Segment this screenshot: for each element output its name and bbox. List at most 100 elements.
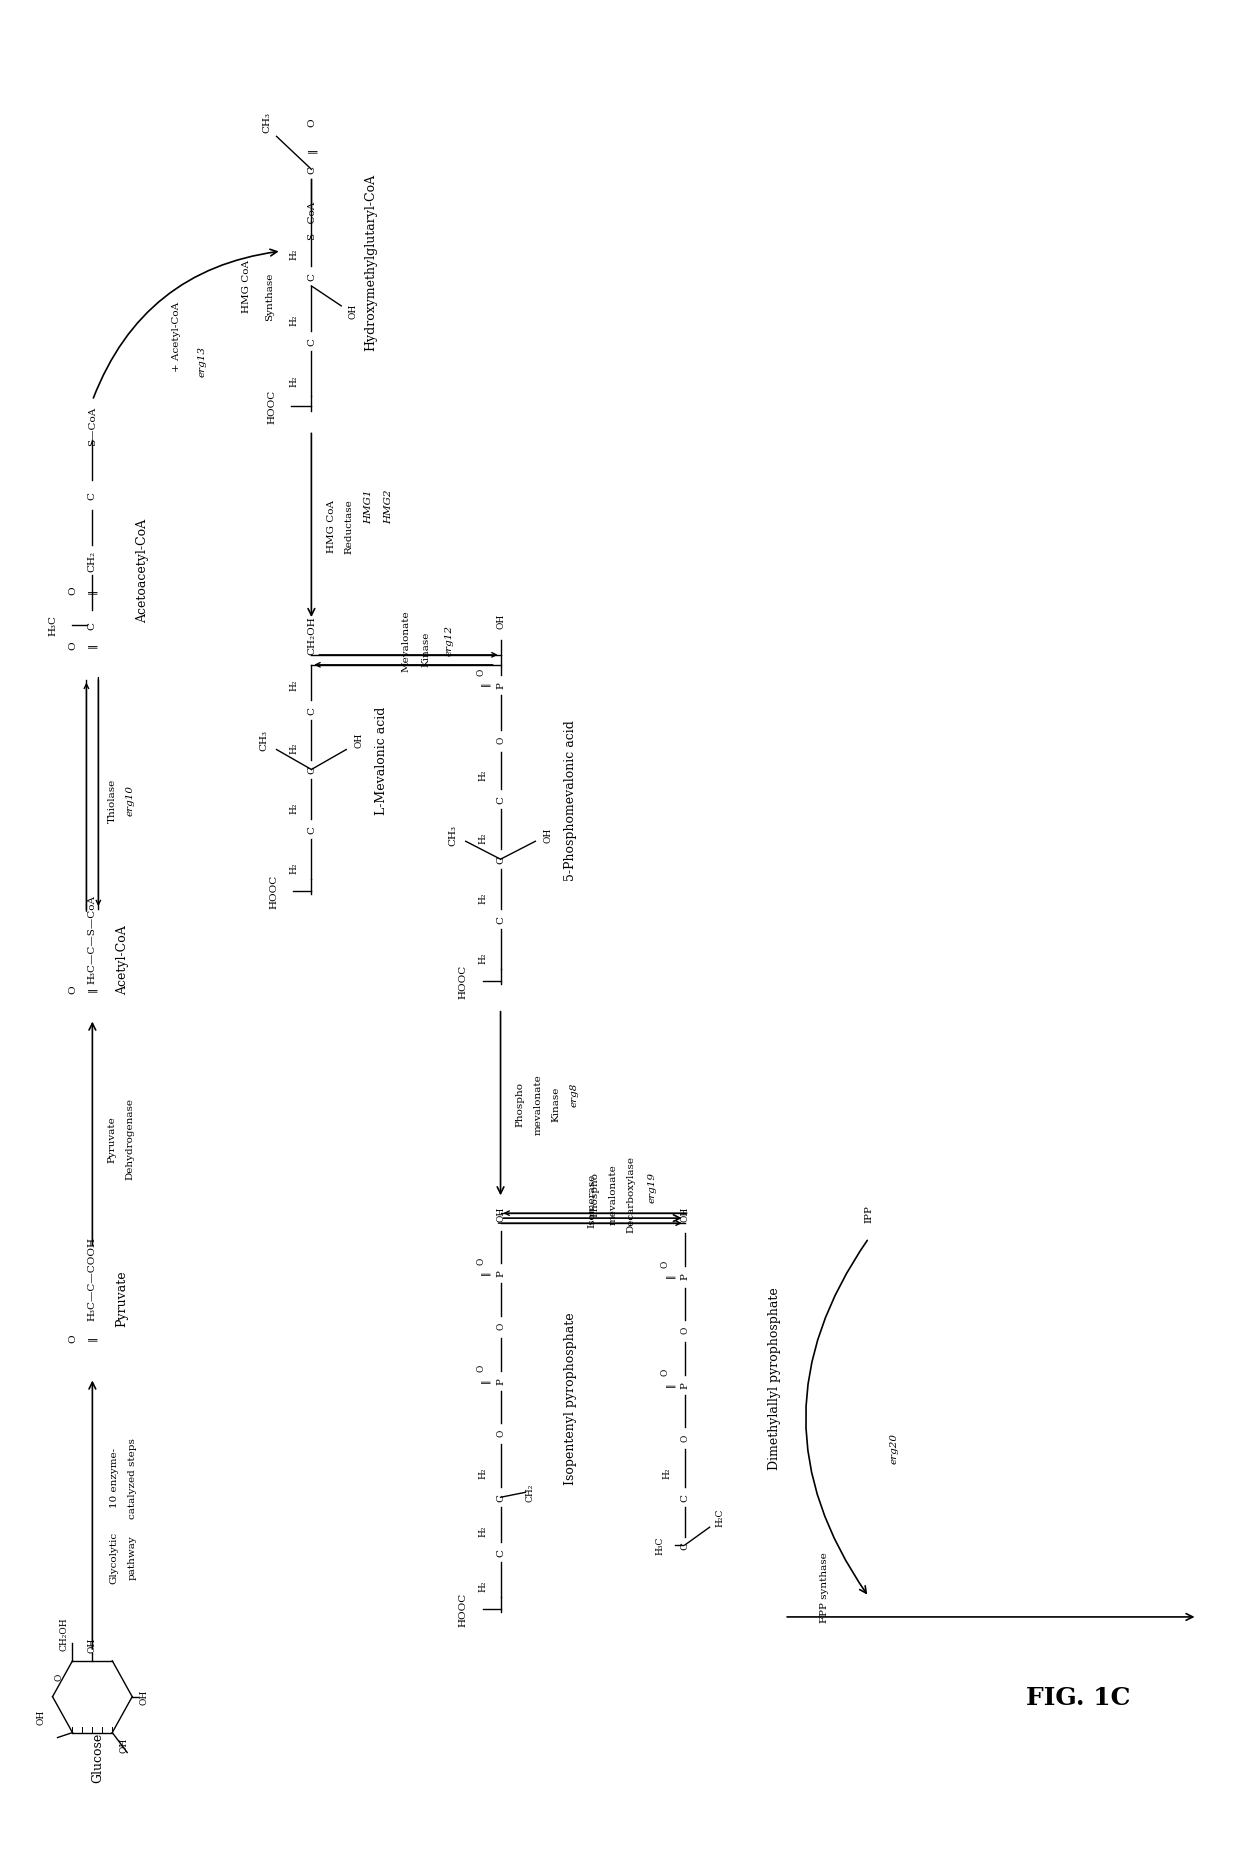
Text: Phospho: Phospho [590, 1171, 600, 1217]
Text: C: C [681, 1542, 689, 1549]
Text: HOOC: HOOC [269, 874, 278, 909]
Text: H₂: H₂ [479, 1525, 487, 1536]
Text: H₂C: H₂C [715, 1508, 724, 1527]
Text: Reductase: Reductase [345, 499, 353, 553]
Text: O: O [660, 1369, 670, 1376]
Text: P: P [496, 1271, 505, 1276]
Text: ‖: ‖ [481, 1271, 490, 1274]
Text: C: C [681, 1493, 689, 1501]
Text: S—CoA: S—CoA [88, 406, 97, 445]
Text: erg8: erg8 [569, 1081, 579, 1106]
Text: FPP synthase: FPP synthase [820, 1553, 828, 1623]
Text: ‖: ‖ [88, 1336, 97, 1341]
Text: OH: OH [681, 1206, 689, 1221]
Text: Kinase: Kinase [552, 1087, 560, 1122]
Text: Decarboxylase: Decarboxylase [626, 1156, 635, 1232]
Text: HMG CoA: HMG CoA [242, 260, 252, 313]
Text: S—CoA: S—CoA [306, 200, 316, 239]
Text: HOOC: HOOC [267, 390, 277, 423]
Text: Glycolytic: Glycolytic [110, 1530, 119, 1584]
Text: O: O [68, 1334, 77, 1343]
Text: H₂: H₂ [479, 952, 487, 963]
Text: Pyruvate: Pyruvate [108, 1115, 117, 1161]
Text: O: O [496, 1323, 505, 1330]
Text: O: O [681, 1434, 689, 1441]
Text: Glucose: Glucose [91, 1731, 104, 1781]
Text: FIG. 1C: FIG. 1C [1025, 1684, 1130, 1708]
Text: P: P [681, 1382, 689, 1388]
Text: Isomerase: Isomerase [588, 1174, 596, 1228]
Text: O: O [496, 1428, 505, 1436]
Text: CH₃: CH₃ [262, 111, 272, 134]
Text: O: O [68, 586, 77, 595]
Text: ‖: ‖ [306, 148, 316, 152]
Text: O: O [476, 1256, 485, 1263]
Text: O: O [476, 668, 485, 675]
Text: IPP: IPP [864, 1204, 873, 1222]
Text: C: C [306, 825, 316, 835]
Text: Hydroxymethylglutaryl-CoA: Hydroxymethylglutaryl-CoA [365, 173, 378, 351]
Text: HMG1: HMG1 [365, 488, 373, 523]
Text: H₂: H₂ [479, 1579, 487, 1592]
Text: OH: OH [355, 733, 363, 748]
Text: H₂: H₂ [479, 892, 487, 903]
Text: C: C [306, 338, 316, 345]
Text: H₂: H₂ [289, 742, 298, 753]
Text: O: O [68, 985, 77, 994]
Text: H₂: H₂ [662, 1467, 671, 1478]
Text: ‖: ‖ [665, 1273, 675, 1278]
Text: C: C [306, 766, 316, 774]
Text: H₃C: H₃C [655, 1536, 665, 1554]
Text: ‖: ‖ [665, 1382, 675, 1386]
Text: O: O [306, 119, 316, 126]
Text: OH: OH [496, 1206, 505, 1221]
Text: O: O [496, 736, 505, 744]
Text: ‖: ‖ [481, 1378, 490, 1382]
Text: O: O [476, 1363, 485, 1371]
Text: 10 enzyme-: 10 enzyme- [110, 1447, 119, 1508]
Text: HOOC: HOOC [459, 1592, 467, 1627]
Text: OH: OH [36, 1708, 45, 1725]
Text: C: C [88, 621, 97, 629]
Text: C: C [496, 1493, 505, 1501]
Text: erg10: erg10 [125, 785, 135, 816]
Text: C: C [306, 167, 316, 174]
Text: catalyzed steps: catalyzed steps [128, 1438, 136, 1517]
Text: OH: OH [140, 1690, 149, 1705]
Text: C: C [306, 707, 316, 714]
Text: ‖: ‖ [88, 644, 97, 647]
Text: CH₂: CH₂ [88, 551, 97, 571]
Text: C: C [496, 796, 505, 803]
Text: H₂: H₂ [479, 833, 487, 844]
Text: O: O [68, 642, 77, 649]
Text: CH₃: CH₃ [259, 729, 268, 751]
Text: Kinase: Kinase [422, 631, 430, 666]
Text: ‖: ‖ [481, 681, 490, 686]
Text: HMG2: HMG2 [384, 488, 393, 523]
Text: H₃C—C—COOH: H₃C—C—COOH [88, 1235, 97, 1321]
Text: C: C [496, 916, 505, 924]
Text: Pyruvate: Pyruvate [115, 1271, 129, 1326]
Text: erg20: erg20 [889, 1432, 898, 1464]
Text: Isopentenyl pyrophosphate: Isopentenyl pyrophosphate [564, 1311, 577, 1484]
Text: H₂: H₂ [289, 863, 298, 874]
Text: CH₂OH: CH₂OH [60, 1616, 69, 1649]
Text: Dehydrogenase: Dehydrogenase [125, 1098, 135, 1180]
Text: erg13: erg13 [197, 347, 206, 377]
Text: mevalonate: mevalonate [534, 1074, 543, 1133]
Text: H₂: H₂ [289, 377, 298, 388]
Text: HOOC: HOOC [459, 965, 467, 998]
Text: OH: OH [348, 304, 357, 319]
Text: C: C [88, 492, 97, 501]
Text: H₂: H₂ [479, 1467, 487, 1478]
Text: H₂: H₂ [289, 249, 298, 260]
Text: erg12: erg12 [444, 625, 454, 657]
Text: H₂: H₂ [289, 679, 298, 692]
Text: CH₂: CH₂ [526, 1484, 534, 1503]
Text: OH: OH [544, 827, 553, 842]
Text: P: P [681, 1273, 689, 1280]
Text: O: O [660, 1260, 670, 1267]
Text: 5-Phosphomevalonic acid: 5-Phosphomevalonic acid [564, 720, 577, 881]
Text: O: O [681, 1326, 689, 1334]
Text: Phospho: Phospho [516, 1081, 525, 1126]
